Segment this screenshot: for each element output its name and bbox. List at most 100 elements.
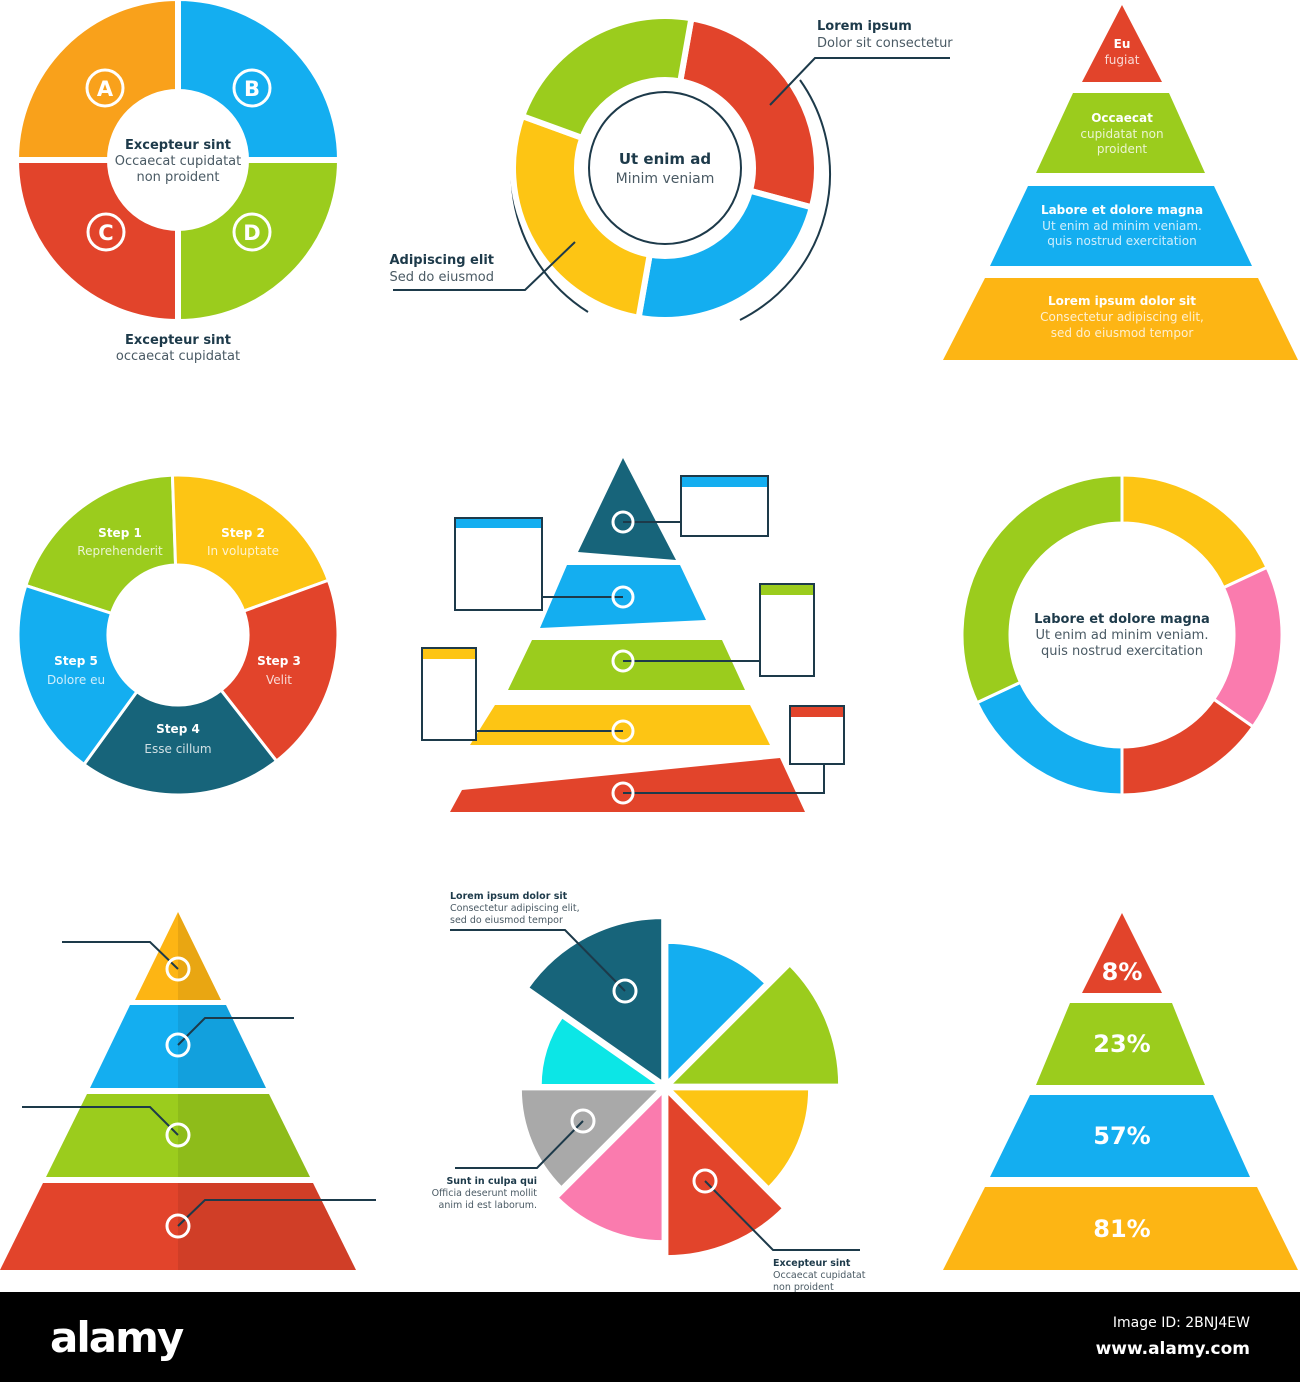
segment-a [12,0,181,163]
pie-sector-blue [665,940,769,1087]
box-header [682,477,767,487]
pyramid-layer-2 [90,1005,266,1088]
pyramid-layer-3 [990,186,1252,266]
pie-sector-pink [554,1087,665,1244]
target-icon [611,510,635,534]
pyramid-layer-1 [1082,5,1162,82]
step-title: Step 5 [54,654,98,668]
svg-text:D: D [243,221,260,245]
donut-text: Ut enim ad minim veniam. [1036,628,1209,643]
target-icon [611,719,635,743]
pyramid-layer-4 [943,278,1298,360]
cycle-segment-yellow [510,112,654,322]
pyramid-layer-1 [135,912,221,1000]
pie-sector-teal [525,916,665,1086]
outer-arc [739,79,831,321]
pyramid-layer-1 [578,458,676,560]
callout-text: Sed do eiusmod [390,270,494,285]
pie-sector-yellow [665,1087,812,1191]
pyramid-layer-4 [943,1187,1298,1270]
center-line: Occaecat cupidatat [115,154,241,169]
segment-c [12,157,181,326]
step-title: Step 1 [98,526,142,540]
callout-title: Sunt in culpa qui [446,1176,537,1187]
site-url: www.alamy.com [1096,1339,1250,1359]
box-header [456,519,541,528]
callout-title: Lorem ipsum dolor sit [450,891,568,902]
pyramid-layer-2 [1036,93,1205,173]
step-text: In voluptate [207,544,279,558]
segment-b [175,0,344,163]
pyramid-layer-2 [1036,1003,1205,1085]
cycle-segment-green [518,13,695,142]
layer-text: quis nostrud exercitation [1047,234,1196,248]
caption-title: Excepteur sint [125,333,231,348]
letter-badge-c: C [86,212,126,252]
pyramid-layer-3 [508,640,745,690]
target-icon [692,1168,718,1194]
puzzle-ring-diagram: Step 1 Reprehenderit Step 2 In voluptate… [16,473,340,797]
callout-text: sed do eiusmod tempor [450,915,563,926]
step-title: Step 4 [156,722,200,736]
donut-segment-blue [974,680,1124,797]
percent-label: 81% [1093,1215,1150,1243]
callout-title: Excepteur sint [773,1258,851,1269]
callout-pyramid [0,912,376,1270]
target-icon [570,1108,596,1134]
cycle-segment-blue [635,187,816,323]
pyramid-layer-4 [470,705,770,745]
layer-title: Lorem ipsum dolor sit [1048,294,1196,308]
svg-text:B: B [244,77,260,101]
center-title: Excepteur sint [125,138,231,153]
pie-sector-red [665,1087,786,1259]
callout-text: anim id est laborum. [439,1200,538,1211]
donut-diagram: Labore et dolore magna Ut enim ad minim … [960,473,1284,797]
pie-sector-green [665,962,842,1087]
pyramid-layer-1 [1082,913,1162,993]
step-title: Step 2 [221,526,265,540]
layer-text: fugiat [1105,53,1140,67]
text-pyramid: Eu fugiat Occaecat cupidatat non proiden… [943,5,1298,360]
step-2-segment [170,473,331,613]
letter-badge-d: D [232,212,272,252]
letter-badge-a: A [85,68,125,108]
caption-text: occaecat cupidatat [116,349,240,364]
layer-text: Consectetur adipiscing elit, [1040,310,1204,324]
center-subtitle: Minim veniam [616,171,715,187]
image-id: Image ID: 2BNJ4EW [1113,1315,1250,1331]
layer-text: Ut enim ad minim veniam. [1042,219,1202,233]
layer-text: cupidatat non [1080,127,1163,141]
step-text: Dolore eu [47,673,105,687]
center-title: Ut enim ad [619,150,711,168]
target-icon [611,585,635,609]
callout-line [769,57,950,106]
pyramid-layer-3 [990,1095,1250,1177]
segment-d [175,157,344,326]
letter-badge-b: B [232,68,272,108]
pie-sector-gray [518,1087,665,1191]
text-box [759,583,815,677]
callout-title: Lorem ipsum [817,19,912,34]
step-text: Reprehenderit [77,544,163,558]
box-header [423,649,475,659]
pyramid-with-boxes [421,458,845,812]
donut-segment-red [1120,697,1256,797]
step-4-segment [81,688,279,797]
target-icon [165,956,191,982]
percent-label: 23% [1093,1030,1150,1058]
callout-text: Occaecat cupidatat [773,1270,866,1281]
callout-text: Officia deserunt mollit [432,1188,538,1199]
pie-sector-cyan [538,1014,665,1087]
step-text: Velit [266,673,292,687]
target-icon [611,781,635,805]
target-icon [165,1213,191,1239]
cycle-segment-red [676,14,820,212]
donut-segment-green [960,473,1124,705]
svg-text:A: A [97,77,114,101]
exploded-pie: Lorem ipsum dolor sit Consectetur adipis… [432,891,866,1293]
layer-title: Labore et dolore magna [1041,203,1203,217]
percent-label: 8% [1102,958,1143,986]
cycle-diagram: Ut enim ad Minim veniam Lorem ipsum Dolo… [389,13,953,323]
callout-text: Consectetur adipiscing elit, [450,903,580,914]
